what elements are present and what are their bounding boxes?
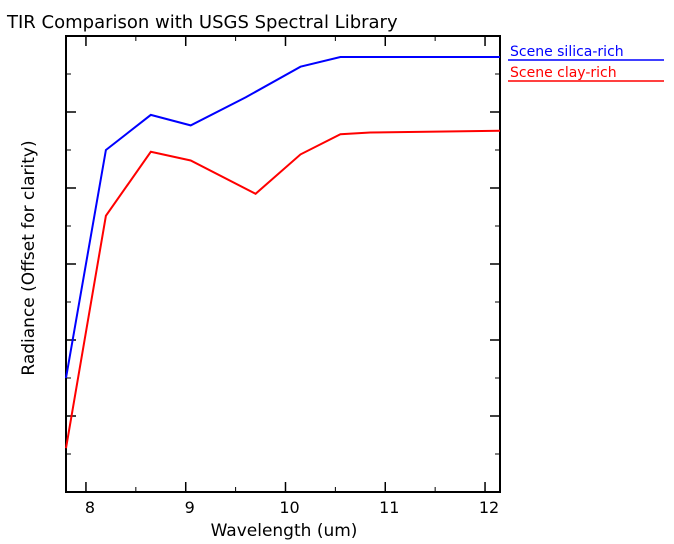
series-line-2 <box>65 129 501 449</box>
legend: Scene silica-rich Scene clay-rich <box>508 44 664 82</box>
axes: 8 9 10 11 12 <box>65 35 501 517</box>
x-axis-label: Wavelength (um) <box>211 521 358 541</box>
y-axis-label: Radiance (Offset for clarity) <box>19 140 39 375</box>
legend-label-2: Scene clay-rich <box>510 65 617 81</box>
x-tick-label: 11 <box>379 498 399 517</box>
legend-label-1: Scene silica-rich <box>510 44 624 60</box>
x-tick-label: 10 <box>279 498 299 517</box>
x-tick-label: 12 <box>479 498 499 517</box>
plot-frame <box>65 35 501 493</box>
x-tick-label: 8 <box>85 498 95 517</box>
chart-title: TIR Comparison with USGS Spectral Librar… <box>6 12 398 33</box>
series-line-1 <box>65 56 500 379</box>
x-tick-label: 9 <box>185 498 195 517</box>
plot-lines <box>65 56 501 449</box>
